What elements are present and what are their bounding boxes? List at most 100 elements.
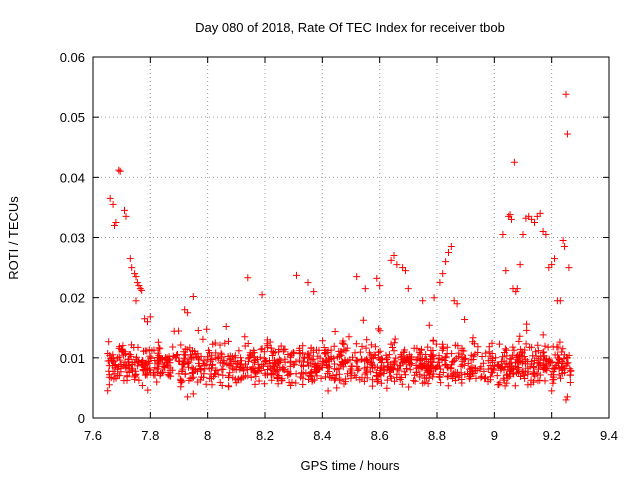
data-point bbox=[393, 261, 401, 269]
data-point bbox=[373, 363, 381, 371]
data-point bbox=[401, 346, 409, 354]
data-point bbox=[166, 364, 174, 372]
data-point bbox=[342, 375, 350, 383]
data-point bbox=[360, 377, 368, 385]
data-point bbox=[132, 297, 140, 305]
data-point bbox=[330, 342, 338, 350]
y-axis-label: ROTI / TECUs bbox=[6, 196, 21, 280]
data-point bbox=[300, 362, 307, 370]
data-point bbox=[254, 360, 262, 368]
data-point bbox=[279, 365, 287, 373]
data-point bbox=[458, 376, 466, 383]
data-point bbox=[556, 338, 564, 346]
data-point bbox=[437, 379, 445, 387]
data-point bbox=[353, 363, 361, 371]
data-point bbox=[208, 381, 216, 389]
data-point bbox=[257, 366, 265, 374]
data-point bbox=[392, 354, 400, 362]
x-tick-label: 8.2 bbox=[256, 428, 274, 443]
data-point bbox=[539, 349, 547, 357]
data-point bbox=[331, 374, 339, 382]
data-point bbox=[335, 352, 343, 360]
data-point bbox=[224, 353, 232, 360]
data-point bbox=[208, 351, 216, 359]
data-point bbox=[548, 387, 556, 395]
data-point bbox=[522, 340, 530, 348]
data-point bbox=[513, 359, 521, 367]
data-point bbox=[115, 166, 123, 174]
data-point bbox=[402, 267, 409, 275]
data-point bbox=[304, 279, 312, 287]
data-point bbox=[248, 349, 256, 357]
data-point bbox=[197, 365, 205, 372]
data-points bbox=[104, 90, 575, 404]
data-point bbox=[143, 371, 151, 379]
data-point bbox=[541, 377, 549, 385]
data-point bbox=[333, 384, 341, 392]
data-point bbox=[231, 352, 239, 360]
data-point bbox=[169, 352, 177, 360]
data-point bbox=[470, 352, 478, 360]
data-point bbox=[134, 357, 142, 365]
data-point bbox=[257, 345, 265, 353]
data-point bbox=[188, 364, 196, 372]
data-point bbox=[486, 376, 494, 384]
data-point bbox=[236, 363, 244, 371]
data-point bbox=[323, 349, 331, 356]
x-axis-label: GPS time / hours bbox=[301, 458, 400, 473]
data-point bbox=[132, 273, 140, 281]
data-point bbox=[389, 344, 396, 351]
data-point bbox=[500, 376, 508, 384]
data-point bbox=[154, 365, 162, 373]
data-point bbox=[503, 371, 510, 379]
data-point bbox=[378, 355, 385, 363]
data-point bbox=[293, 271, 300, 279]
data-point bbox=[431, 365, 439, 372]
data-point bbox=[123, 368, 131, 376]
data-point bbox=[493, 372, 501, 380]
data-point bbox=[519, 231, 527, 238]
data-point bbox=[220, 357, 228, 365]
data-point bbox=[109, 200, 117, 208]
data-point bbox=[320, 358, 328, 366]
data-point bbox=[340, 380, 348, 388]
data-point bbox=[181, 306, 189, 314]
data-point bbox=[407, 355, 415, 363]
data-point bbox=[469, 338, 477, 346]
data-point bbox=[352, 340, 360, 348]
data-point bbox=[244, 274, 252, 282]
data-point bbox=[284, 351, 292, 358]
data-point bbox=[323, 362, 331, 369]
data-point bbox=[502, 359, 510, 367]
data-point bbox=[252, 356, 260, 364]
data-point bbox=[154, 338, 162, 346]
data-point bbox=[376, 327, 384, 335]
data-point bbox=[361, 370, 369, 378]
data-point bbox=[376, 347, 384, 355]
data-point bbox=[237, 374, 245, 382]
data-point bbox=[405, 351, 413, 359]
data-point bbox=[430, 294, 438, 302]
data-point bbox=[278, 374, 286, 382]
data-point bbox=[523, 326, 531, 334]
data-point bbox=[351, 371, 359, 379]
data-point bbox=[507, 366, 515, 374]
data-point bbox=[472, 374, 480, 382]
data-point bbox=[320, 344, 328, 351]
data-point bbox=[109, 351, 117, 359]
data-point bbox=[457, 362, 465, 370]
data-point bbox=[410, 344, 418, 352]
data-point bbox=[206, 375, 214, 383]
data-point bbox=[563, 130, 571, 138]
data-point bbox=[115, 353, 123, 361]
data-point bbox=[140, 347, 147, 355]
data-point bbox=[536, 209, 544, 217]
data-point bbox=[566, 379, 574, 386]
data-point bbox=[136, 285, 144, 293]
data-point bbox=[261, 371, 269, 379]
data-point bbox=[482, 349, 490, 357]
data-point bbox=[205, 346, 213, 354]
data-point bbox=[309, 355, 317, 363]
data-point bbox=[180, 348, 188, 356]
data-point bbox=[465, 373, 473, 381]
